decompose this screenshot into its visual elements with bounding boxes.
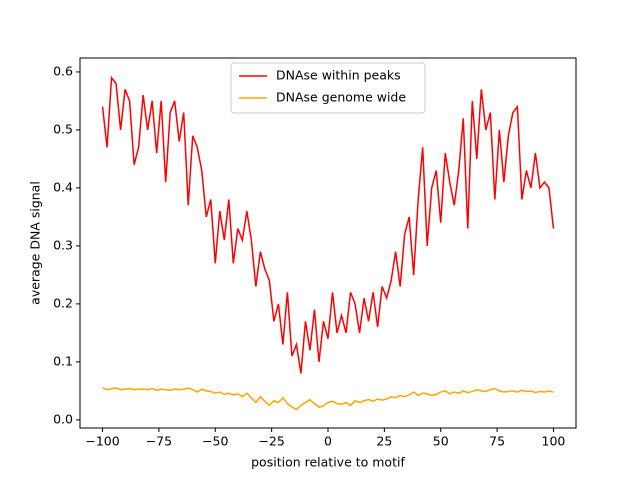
x-tick-label: −25 bbox=[258, 434, 284, 449]
x-tick-label: −75 bbox=[146, 434, 172, 449]
y-tick-label: 0.4 bbox=[53, 179, 73, 194]
y-tick-label: 0.1 bbox=[53, 353, 73, 368]
legend-box bbox=[230, 62, 426, 114]
x-tick-label: 75 bbox=[489, 434, 505, 449]
y-tick-label: 0.0 bbox=[53, 411, 73, 426]
x-tick-label: −50 bbox=[202, 434, 228, 449]
legend-label: DNAse genome wide bbox=[276, 90, 406, 105]
x-tick-label: 0 bbox=[324, 434, 332, 449]
y-axis-label: average DNA signal bbox=[28, 181, 43, 305]
x-tick-label: 50 bbox=[433, 434, 449, 449]
y-tick-label: 0.3 bbox=[53, 237, 73, 252]
x-tick-label: 100 bbox=[542, 434, 566, 449]
x-tick-label: −100 bbox=[85, 434, 119, 449]
y-tick-label: 0.6 bbox=[53, 63, 73, 78]
y-tick-label: 0.5 bbox=[53, 121, 73, 136]
legend-label: DNAse within peaks bbox=[276, 68, 401, 83]
y-tick-label: 0.2 bbox=[53, 295, 73, 310]
x-tick-label: 25 bbox=[376, 434, 392, 449]
data-line bbox=[102, 387, 554, 411]
x-axis-label: position relative to motif bbox=[251, 455, 405, 470]
data-line bbox=[101, 75, 555, 374]
